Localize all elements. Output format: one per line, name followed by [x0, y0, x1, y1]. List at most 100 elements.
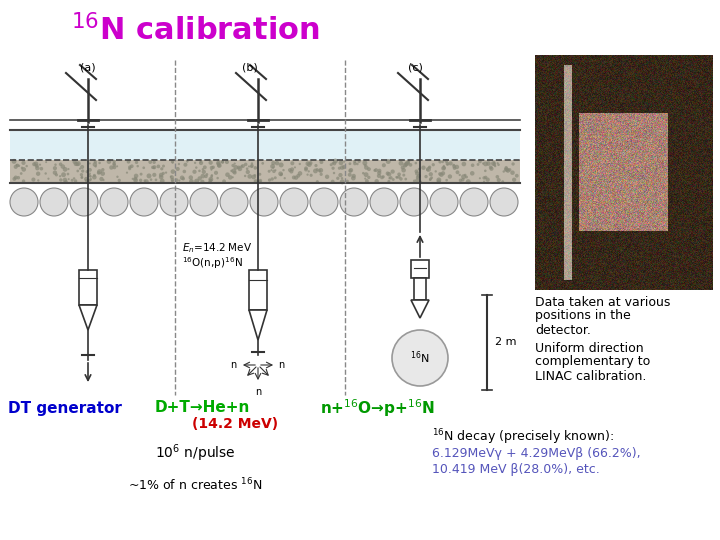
Circle shape — [351, 176, 356, 180]
Circle shape — [271, 161, 276, 165]
Circle shape — [356, 163, 359, 165]
Circle shape — [45, 161, 48, 163]
Circle shape — [490, 188, 518, 216]
Circle shape — [128, 167, 131, 170]
Circle shape — [405, 178, 407, 180]
Circle shape — [231, 164, 235, 167]
Circle shape — [96, 171, 101, 175]
Circle shape — [439, 172, 444, 177]
Circle shape — [200, 180, 204, 184]
Circle shape — [212, 166, 215, 169]
Text: 2 m: 2 m — [495, 337, 516, 347]
Circle shape — [70, 188, 98, 216]
Circle shape — [32, 178, 35, 181]
Circle shape — [304, 168, 308, 172]
Circle shape — [386, 159, 391, 164]
Circle shape — [53, 166, 57, 170]
Circle shape — [94, 165, 97, 167]
Circle shape — [290, 167, 294, 171]
Circle shape — [246, 170, 250, 174]
Circle shape — [465, 176, 468, 178]
Circle shape — [73, 160, 77, 164]
Circle shape — [76, 170, 79, 172]
Circle shape — [217, 162, 220, 166]
Circle shape — [288, 168, 292, 172]
Circle shape — [498, 164, 500, 166]
Circle shape — [36, 172, 40, 176]
Circle shape — [459, 179, 462, 182]
Circle shape — [93, 162, 97, 167]
Circle shape — [170, 176, 172, 178]
Circle shape — [232, 176, 234, 178]
Circle shape — [241, 164, 245, 168]
Circle shape — [279, 163, 284, 167]
Circle shape — [367, 176, 371, 179]
Circle shape — [54, 164, 57, 166]
Circle shape — [145, 179, 149, 184]
Circle shape — [100, 188, 128, 216]
Circle shape — [197, 176, 202, 181]
Circle shape — [231, 168, 236, 173]
Circle shape — [332, 162, 334, 165]
Text: 10$^6$ n/pulse: 10$^6$ n/pulse — [155, 442, 235, 464]
Circle shape — [362, 160, 367, 165]
Circle shape — [292, 176, 296, 179]
Circle shape — [505, 167, 509, 172]
Circle shape — [462, 161, 466, 166]
Circle shape — [87, 174, 91, 177]
Circle shape — [401, 168, 406, 172]
Circle shape — [374, 169, 376, 172]
Circle shape — [59, 178, 63, 181]
Circle shape — [461, 174, 466, 179]
Circle shape — [382, 175, 384, 178]
Circle shape — [310, 174, 312, 177]
Circle shape — [183, 170, 186, 173]
Circle shape — [338, 160, 343, 165]
Circle shape — [153, 160, 156, 164]
Circle shape — [515, 174, 518, 178]
Circle shape — [112, 163, 116, 167]
Circle shape — [367, 167, 371, 171]
Circle shape — [279, 173, 282, 177]
Circle shape — [280, 173, 283, 176]
Text: n: n — [278, 360, 284, 370]
Circle shape — [14, 176, 18, 179]
Circle shape — [330, 180, 335, 184]
Text: Data taken at various: Data taken at various — [535, 295, 670, 308]
Circle shape — [485, 178, 490, 182]
Circle shape — [271, 169, 272, 171]
Circle shape — [214, 171, 218, 175]
Circle shape — [441, 166, 446, 171]
Circle shape — [192, 170, 197, 174]
Circle shape — [318, 169, 321, 172]
Circle shape — [248, 174, 252, 179]
Circle shape — [237, 166, 240, 170]
Circle shape — [454, 165, 459, 169]
Circle shape — [320, 160, 323, 164]
Circle shape — [258, 179, 262, 183]
Circle shape — [180, 176, 184, 180]
Circle shape — [171, 169, 175, 174]
Circle shape — [178, 163, 180, 165]
Circle shape — [202, 170, 206, 174]
Circle shape — [333, 159, 338, 164]
Circle shape — [76, 162, 79, 166]
Circle shape — [22, 167, 26, 172]
Circle shape — [390, 170, 395, 174]
Circle shape — [478, 160, 482, 164]
Circle shape — [22, 179, 25, 183]
Circle shape — [79, 167, 81, 170]
Circle shape — [240, 165, 243, 167]
Polygon shape — [10, 160, 520, 183]
Circle shape — [307, 173, 309, 176]
Text: $E_n$=14.2 MeV: $E_n$=14.2 MeV — [182, 241, 252, 255]
Text: 6.129MeVγ + 4.29MeVβ (66.2%),: 6.129MeVγ + 4.29MeVβ (66.2%), — [432, 448, 641, 461]
Circle shape — [61, 172, 66, 177]
Circle shape — [374, 179, 379, 184]
Circle shape — [504, 167, 508, 171]
Circle shape — [460, 188, 488, 216]
Circle shape — [203, 165, 207, 169]
Circle shape — [294, 176, 298, 180]
Circle shape — [39, 164, 41, 166]
Circle shape — [71, 179, 73, 182]
